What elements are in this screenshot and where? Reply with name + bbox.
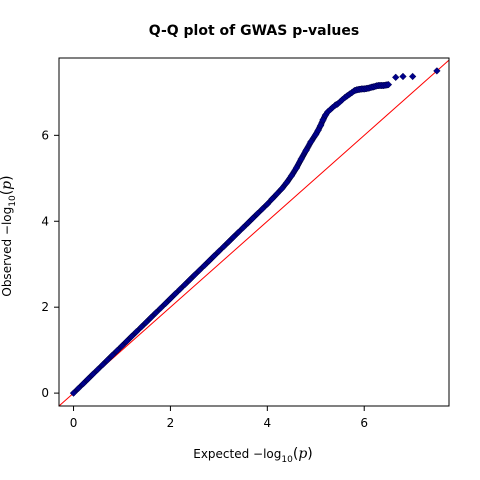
data-point <box>69 389 78 397</box>
data-point <box>181 280 189 289</box>
data-point <box>166 294 175 303</box>
y-axis-label: Observed −log10(p) <box>0 175 18 296</box>
data-point <box>287 172 296 180</box>
data-point <box>147 313 155 322</box>
data-point <box>123 337 131 345</box>
data-point <box>84 375 92 383</box>
y-axis-label-prefix: Observed −log <box>0 207 14 297</box>
data-point <box>118 342 126 350</box>
data-point <box>190 271 199 279</box>
data-point <box>263 200 272 208</box>
data-point <box>302 146 310 155</box>
y-axis-label-subscript: 10 <box>8 195 18 207</box>
y-tick-label: 6 <box>41 128 49 142</box>
data-point <box>152 309 160 317</box>
data-point <box>195 266 204 274</box>
x-axis-label-close-paren: ) <box>307 446 312 462</box>
x-tick-label: 4 <box>264 416 272 430</box>
x-axis-label-open-paren: ( <box>293 446 298 462</box>
data-point <box>408 72 417 81</box>
y-tick-label: 2 <box>41 300 49 314</box>
y-tick-label: 0 <box>41 386 49 400</box>
data-point <box>229 233 238 241</box>
reference-line <box>58 59 450 407</box>
data-point <box>253 209 262 218</box>
data-point <box>137 323 146 331</box>
data-point <box>132 327 141 336</box>
x-tick-label: 6 <box>360 416 368 430</box>
data-point <box>98 361 107 369</box>
data-point <box>314 126 322 134</box>
data-point <box>297 155 305 163</box>
data-point <box>89 370 97 378</box>
data-point <box>234 228 242 237</box>
data-point <box>399 72 407 81</box>
data-point <box>268 195 276 203</box>
y-axis-label-variable: p <box>0 181 15 190</box>
y-tick-label: 4 <box>41 214 49 228</box>
data-point <box>176 285 184 293</box>
data-point <box>316 121 325 130</box>
data-point <box>157 304 165 312</box>
y-axis-label-open-paren: ( <box>0 190 15 195</box>
data-point <box>433 67 441 75</box>
y-axis-label-close-paren: ) <box>0 175 15 180</box>
x-axis-label: Expected −log10(p) <box>193 446 313 465</box>
data-point <box>224 238 233 246</box>
chart-title: Q-Q plot of GWAS p-values <box>149 23 359 39</box>
points-layer <box>69 67 441 397</box>
x-tick-label: 2 <box>167 416 175 430</box>
data-point <box>200 261 209 270</box>
data-point <box>74 384 83 393</box>
data-point <box>292 164 301 172</box>
data-point <box>113 346 121 355</box>
data-point <box>186 276 194 284</box>
data-point <box>319 116 327 124</box>
x-axis-label-prefix: Expected −log <box>193 447 281 461</box>
data-point <box>384 80 393 89</box>
data-point <box>273 190 281 198</box>
reference-line-layer <box>58 59 450 407</box>
x-tick-label: 0 <box>70 416 78 430</box>
data-point <box>307 138 315 146</box>
data-point <box>127 332 136 341</box>
data-point <box>171 290 179 298</box>
plot-frame <box>58 57 450 407</box>
data-point <box>278 184 286 193</box>
data-point <box>103 356 112 364</box>
x-axis-label-subscript: 10 <box>281 455 293 465</box>
x-axis-ticks: 0 2 4 6 <box>70 406 368 430</box>
data-point <box>258 205 267 213</box>
data-point <box>79 379 87 388</box>
data-point <box>205 257 213 265</box>
data-point <box>283 178 291 187</box>
data-point <box>210 252 218 260</box>
data-point <box>142 318 150 326</box>
data-point <box>249 214 257 222</box>
y-axis-ticks: 0 2 4 6 <box>41 128 59 400</box>
data-point <box>94 365 102 374</box>
data-point <box>161 299 170 308</box>
data-point <box>108 351 116 359</box>
data-point <box>220 242 228 251</box>
data-point <box>239 224 247 232</box>
data-point <box>215 247 223 256</box>
data-point <box>244 219 252 227</box>
data-point <box>392 73 400 82</box>
x-axis-label-variable: p <box>298 446 307 462</box>
